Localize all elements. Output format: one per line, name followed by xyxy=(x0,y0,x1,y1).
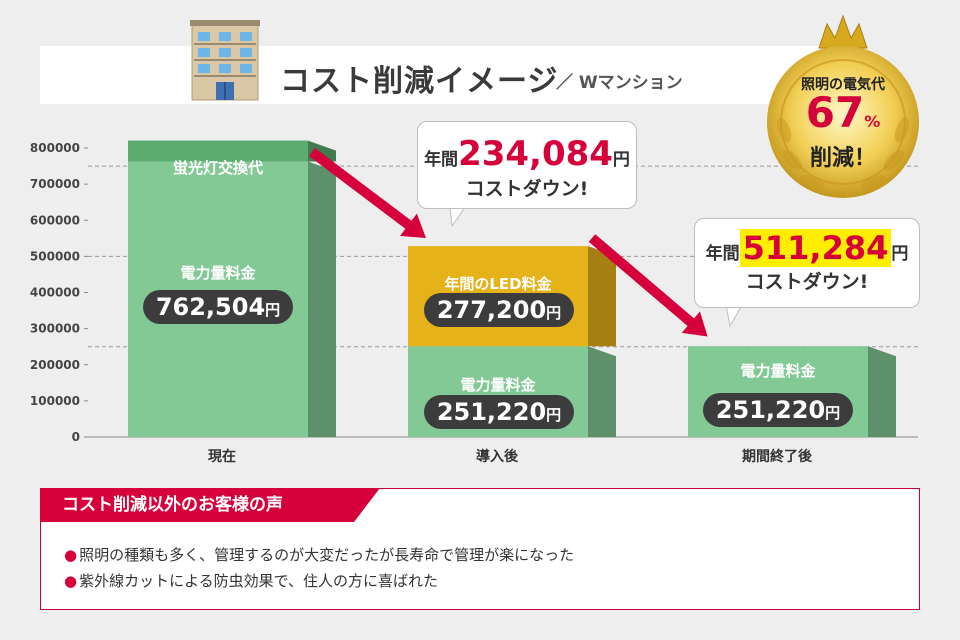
category-label-after-install: 導入後 xyxy=(476,449,518,465)
bar-segment-side xyxy=(868,346,896,437)
decrease-arrow-head xyxy=(681,311,708,337)
bar-segment-side xyxy=(308,161,336,438)
medal-disc xyxy=(767,46,919,198)
segment-label-power-after-term: 電力量料金 xyxy=(740,362,816,380)
segment-label-power-current: 電力量料金 xyxy=(180,264,256,282)
decrease-arrow xyxy=(588,234,704,334)
category-label-after-term: 期間終了後 xyxy=(742,449,812,465)
voice-item: ● 照明の種類も多く、管理するのが大変だったが長寿命で管理が楽になった xyxy=(64,544,574,565)
y-tick-label: 400000 xyxy=(30,286,80,300)
title-bar xyxy=(40,46,820,104)
callout-amount: 511,284 xyxy=(739,229,892,267)
y-tick-label: 100000 xyxy=(30,394,80,408)
value-text: 277,200 xyxy=(436,296,547,324)
voice-item: ● 紫外線カットによる防虫効果で、住人の方に喜ばれた xyxy=(64,570,438,591)
value-pill-power-after-term: 251,220円 xyxy=(703,393,853,427)
bullet-icon: ● xyxy=(64,572,78,590)
segment-label-lamp-replacement: 蛍光灯交換代 xyxy=(172,159,263,177)
y-tick-label: 200000 xyxy=(30,358,80,372)
y-tick-label: 300000 xyxy=(30,322,80,336)
crown-icon xyxy=(818,14,868,49)
medal-percent-sign: % xyxy=(864,112,881,131)
decrease-arrow-head xyxy=(399,213,426,239)
y-tick-label: 700000 xyxy=(30,177,80,191)
apartment-building-icon xyxy=(190,20,260,101)
medal-line3: 削減！ xyxy=(809,146,876,171)
yen-unit: 円 xyxy=(546,304,562,322)
callout-savings-after-term: 年間511,284 円 コストダウン! xyxy=(694,218,920,308)
segment-label-power-after-install: 電力量料金 xyxy=(460,376,536,394)
callout-cost-down: コストダウン! xyxy=(745,271,869,293)
yen-unit: 円 xyxy=(825,404,841,422)
callout-amount: 234,084 xyxy=(458,134,613,174)
page-title: コスト削減イメージ xyxy=(280,64,559,99)
value-pill-current: 762,504円 xyxy=(143,290,293,324)
bullet-icon: ● xyxy=(64,546,78,564)
callout-prefix: 年間 xyxy=(705,244,740,264)
callout-savings-after-install: 年間234,084円 コストダウン! xyxy=(417,121,637,209)
medal-percent: 67% xyxy=(783,88,903,137)
medal-percent-value: 67 xyxy=(805,88,865,137)
value-pill-power-after-install: 251,220円 xyxy=(424,395,574,429)
callout-prefix: 年間 xyxy=(424,150,459,170)
medal-line1: 照明の電気代 xyxy=(801,77,885,93)
yen-unit: 円 xyxy=(546,406,562,424)
bar-segment xyxy=(128,140,308,162)
voice-header-banner xyxy=(40,488,380,522)
callout-cost-down: コストダウン! xyxy=(465,178,589,200)
y-tick-label: 0 xyxy=(72,430,80,444)
page-subtitle: ／ Wマンション xyxy=(556,73,683,93)
voice-item-text: 照明の種類も多く、管理するのが大変だったが長寿命で管理が楽になった xyxy=(79,546,575,564)
bar-segment-side xyxy=(588,346,616,437)
segment-label-led-fee: 年間のLED料金 xyxy=(444,275,552,293)
category-label-current: 現在 xyxy=(208,449,236,465)
value-pill-led-fee: 277,200円 xyxy=(424,293,574,327)
bar-segment-side xyxy=(588,246,616,347)
callout-suffix: 円 xyxy=(612,150,630,170)
y-tick-label: 600000 xyxy=(30,213,80,227)
decrease-arrow xyxy=(308,148,422,236)
voice-header: コスト削減以外のお客様の声 xyxy=(62,495,283,515)
yen-unit: 円 xyxy=(265,301,281,319)
value-text: 251,220 xyxy=(436,398,547,426)
award-medal-icon xyxy=(767,14,919,198)
voice-item-text: 紫外線カットによる防虫効果で、住人の方に喜ばれた xyxy=(79,572,439,590)
y-tick-label: 500000 xyxy=(30,249,80,263)
y-tick-label: 800000 xyxy=(30,141,80,155)
value-text: 251,220 xyxy=(715,396,826,424)
callout-suffix: 円 xyxy=(891,244,909,264)
value-text: 762,504 xyxy=(155,293,266,321)
